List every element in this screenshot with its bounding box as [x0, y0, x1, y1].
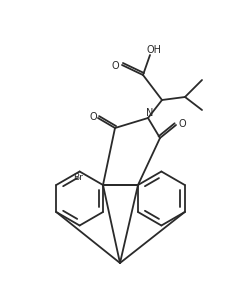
Text: OH: OH — [147, 45, 161, 55]
Text: Br: Br — [73, 173, 83, 182]
Text: N: N — [146, 108, 154, 118]
Text: O: O — [111, 61, 119, 71]
Text: O: O — [178, 119, 186, 129]
Text: O: O — [89, 112, 97, 122]
